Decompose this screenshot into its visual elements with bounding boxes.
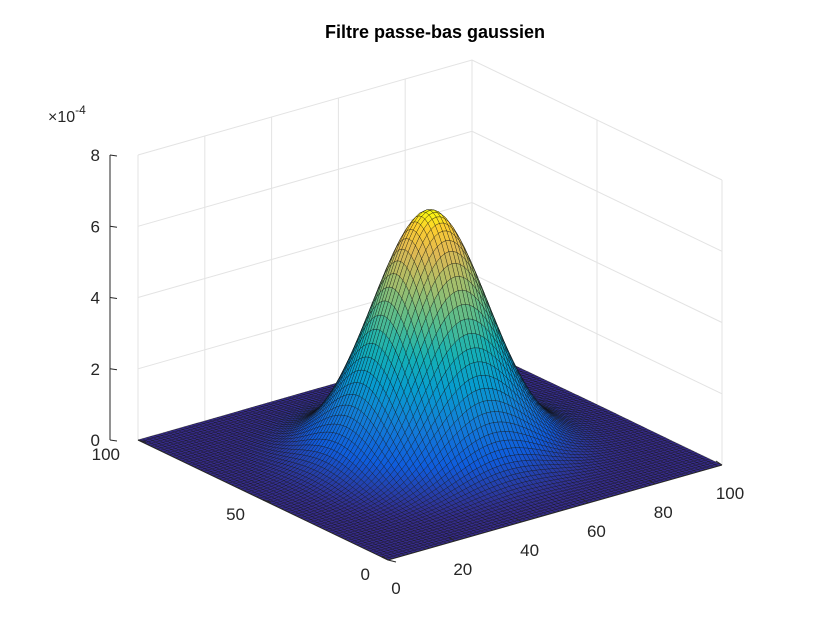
gaussian-surface — [137, 209, 723, 561]
z-grid-line — [137, 59, 723, 181]
chart-title: Filtre passe-bas gaussien — [325, 22, 545, 42]
